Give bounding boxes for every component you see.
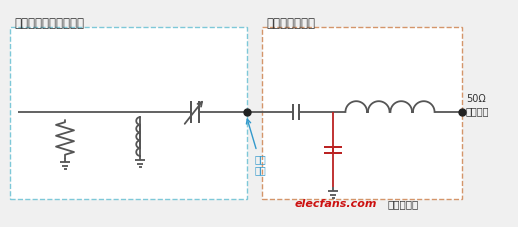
- Text: elecfans.com: elecfans.com: [295, 199, 378, 209]
- Bar: [262, 27, 462, 199]
- Text: 电子发烧友: 电子发烧友: [388, 199, 419, 209]
- Text: 天线
馈点: 天线 馈点: [247, 119, 267, 176]
- Bar: [10, 27, 247, 199]
- Text: 可变状态天线电路模型: 可变状态天线电路模型: [14, 17, 84, 30]
- Text: 50Ω
馈点阱抗: 50Ω 馈点阱抗: [466, 94, 490, 116]
- Text: 固定式阱抗匹配: 固定式阱抗匹配: [266, 17, 315, 30]
